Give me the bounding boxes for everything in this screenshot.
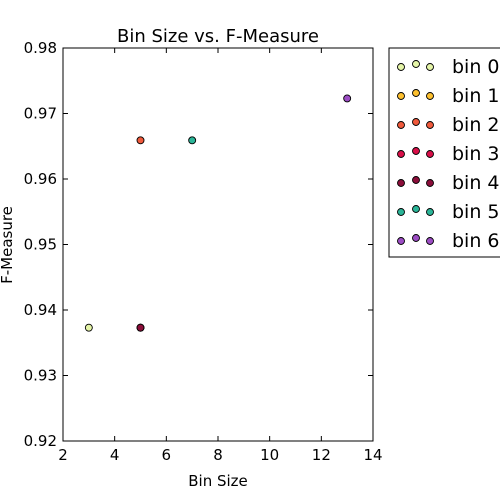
legend-marker: [426, 63, 434, 71]
legend-label: bin 3: [452, 143, 500, 165]
legend-label: bin 0: [452, 56, 500, 78]
y-tick-label: 0.93: [24, 367, 57, 385]
x-axis-label: Bin Size: [188, 472, 248, 490]
legend-marker: [412, 234, 420, 242]
x-tick-label: 14: [363, 446, 382, 464]
legend-label: bin 6: [452, 230, 500, 252]
legend-marker: [426, 150, 434, 158]
legend-marker: [397, 63, 405, 71]
data-point-bin-2: [136, 136, 145, 145]
legend-label: bin 1: [452, 85, 500, 107]
data-point-bin-5: [188, 136, 197, 145]
legend-marker: [426, 121, 434, 129]
data-point-bin-6: [343, 94, 352, 103]
legend-marker: [397, 179, 405, 187]
x-tick-label: 10: [260, 446, 279, 464]
y-tick-label: 0.92: [24, 432, 57, 450]
plot-area: [62, 47, 374, 442]
x-tick-label: 12: [312, 446, 331, 464]
x-tick-label: 2: [58, 446, 68, 464]
legend-marker: [397, 121, 405, 129]
legend-marker: [397, 208, 405, 216]
legend-marker: [412, 60, 420, 68]
legend-marker: [412, 205, 420, 213]
legend-box: [388, 47, 500, 258]
y-tick-label: 0.96: [24, 170, 57, 188]
legend-label: bin 2: [452, 114, 500, 136]
legend-label: bin 5: [452, 201, 500, 223]
legend-label: bin 4: [452, 172, 500, 194]
x-tick-label: 8: [213, 446, 223, 464]
data-point-bin-4: [136, 323, 145, 332]
legend-marker: [412, 147, 420, 155]
y-tick-label: 0.98: [24, 39, 57, 57]
legend-marker: [426, 208, 434, 216]
y-tick-label: 0.95: [24, 236, 57, 254]
legend-marker: [426, 92, 434, 100]
legend-marker: [426, 237, 434, 245]
legend-marker: [397, 237, 405, 245]
legend: bin 0 bin 1 bin 2 bin 3 bin 4 bin 5 bin 6: [397, 56, 500, 252]
legend-marker: [412, 118, 420, 126]
y-tick-label: 0.94: [24, 301, 57, 319]
y-axis-label: F-Measure: [0, 206, 16, 284]
legend-marker: [412, 176, 420, 184]
x-tick-label: 4: [110, 446, 120, 464]
data-point-bin-0: [84, 323, 93, 332]
chart-title: Bin Size vs. F-Measure: [117, 26, 319, 47]
legend-marker: [397, 92, 405, 100]
legend-marker: [397, 150, 405, 158]
x-tick-label: 6: [162, 446, 172, 464]
legend-marker: [426, 179, 434, 187]
legend-marker: [412, 89, 420, 97]
y-tick-label: 0.97: [24, 105, 57, 123]
